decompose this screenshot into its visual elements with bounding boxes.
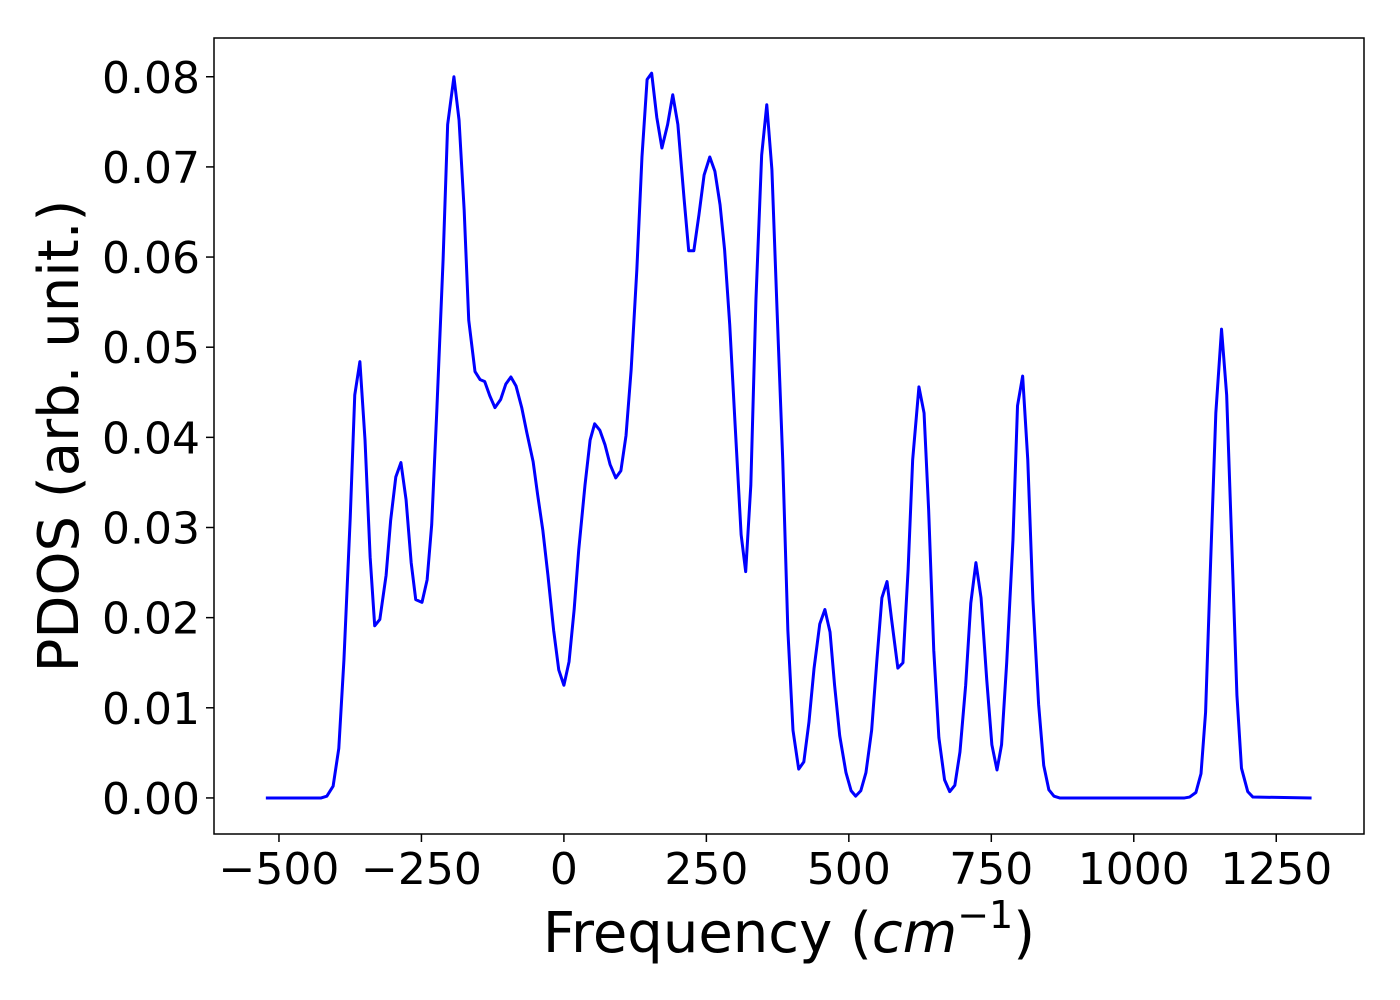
y-tick-label: 0.03 (102, 503, 200, 554)
x-label-text: ) (1013, 901, 1035, 966)
x-label-exponent: −1 (957, 893, 1013, 937)
x-tick-label: −500 (219, 844, 340, 895)
x-tick-label: 1250 (1220, 844, 1332, 895)
x-label-text: Frequency ( (543, 901, 872, 966)
y-tick-label: 0.05 (102, 323, 200, 374)
x-tick-label: 250 (664, 844, 748, 895)
y-tick-label: 0.07 (102, 143, 200, 194)
x-axis-label: Frequency (cm−1) (543, 893, 1035, 966)
y-tick-label: 0.08 (102, 53, 200, 104)
y-tick-label: 0.02 (102, 594, 200, 645)
data-line (265, 71, 1312, 800)
y-axis-label: PDOS (arb. unit.) (27, 200, 92, 673)
x-tick-label: 750 (949, 844, 1033, 895)
x-tick-label: 1000 (1078, 844, 1190, 895)
x-tick-label: 500 (807, 844, 891, 895)
plot-frame (213, 37, 1365, 835)
x-tick-label: 0 (550, 844, 578, 895)
x-tick-label: −250 (361, 844, 482, 895)
y-tick-label: 0.00 (102, 774, 200, 825)
y-tick-label: 0.06 (102, 233, 200, 284)
y-tick-label: 0.01 (102, 684, 200, 735)
x-label-unit: cm (872, 901, 957, 966)
y-tick-label: 0.04 (102, 413, 200, 464)
